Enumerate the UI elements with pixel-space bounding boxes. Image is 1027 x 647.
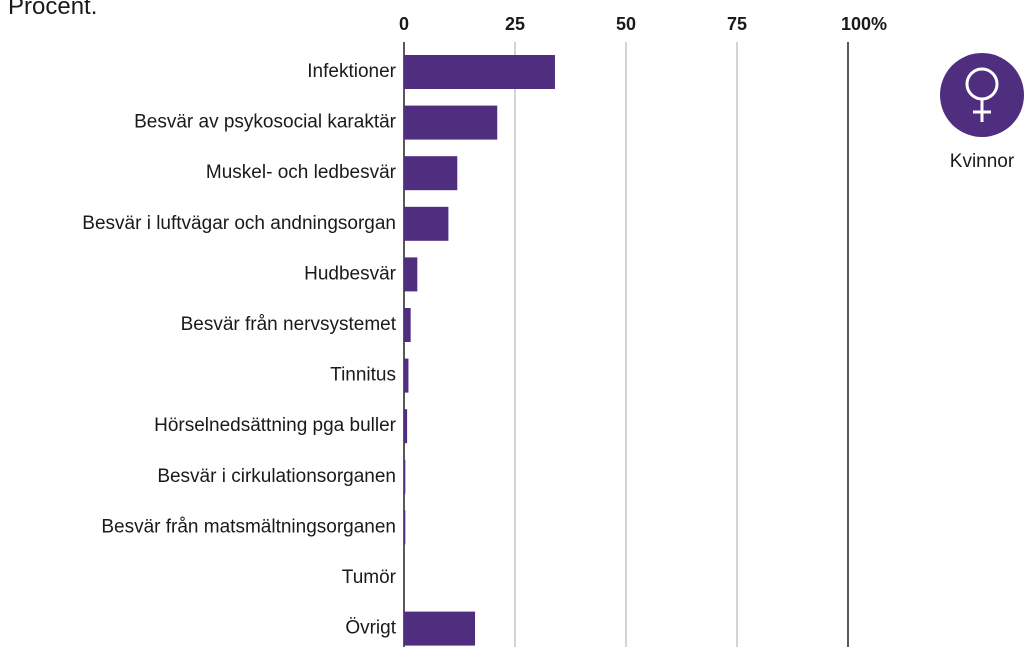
legend-icon	[940, 53, 1024, 137]
legend: Kvinnor	[940, 53, 1024, 172]
y-tick-label: Besvär av psykosocial karaktär	[134, 112, 397, 133]
y-tick-label: Besvär från matsmältningsorganen	[101, 516, 396, 537]
y-tick-label: Besvär från nervsystemet	[181, 314, 397, 335]
venus-symbol	[965, 67, 999, 122]
bar	[404, 55, 555, 89]
y-tick-label: Besvär i luftvägar och andningsorgan	[82, 213, 396, 234]
bar	[404, 459, 406, 494]
y-tick-label: Besvär i cirkulationsorganen	[157, 466, 396, 487]
bar	[404, 308, 411, 342]
y-tick-label: Muskel- och ledbesvär	[206, 162, 397, 183]
y-tick-label: Tumör	[342, 567, 397, 588]
bar	[404, 611, 476, 646]
bar	[404, 206, 449, 241]
y-tick-label: Övrigt	[345, 618, 396, 639]
bar	[404, 105, 498, 140]
legend-label: Kvinnor	[950, 151, 1015, 172]
bar	[404, 156, 458, 191]
y-tick-label: Infektioner	[307, 61, 396, 82]
bar	[404, 257, 418, 292]
x-tick-label: 25	[505, 14, 525, 34]
x-tick-label: 50	[616, 14, 636, 34]
y-tick-label: Tinnitus	[330, 365, 396, 386]
x-tick-label: 75	[727, 14, 747, 34]
bar	[404, 358, 409, 393]
y-tick-label: Hudbesvär	[304, 263, 397, 284]
bar	[404, 510, 406, 545]
y-tick-label: Hörselnedsättning pga buller	[154, 415, 397, 436]
chart-title: Procent.	[8, 0, 97, 20]
x-tick-label: 0	[399, 14, 409, 34]
bar	[404, 409, 408, 444]
x-tick-label: 100%	[841, 14, 887, 34]
